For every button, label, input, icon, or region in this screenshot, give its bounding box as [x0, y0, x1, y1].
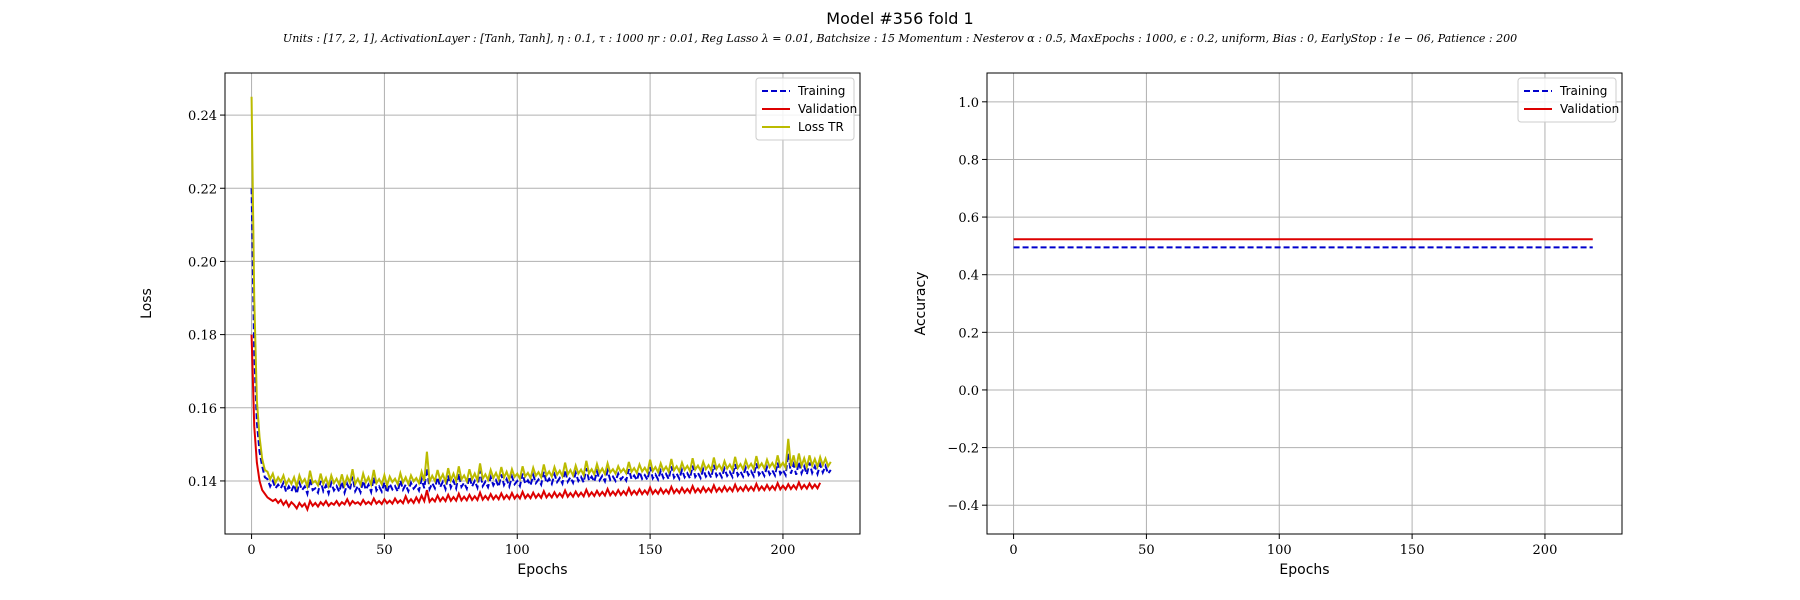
y-tick-label: 1.0: [958, 96, 979, 111]
y-tick-label: 0.22: [188, 182, 217, 197]
figure-subtitle: Units : [17, 2, 1], ActivationLayer : [T…: [283, 32, 1517, 45]
legend-label: Loss TR: [798, 120, 844, 134]
y-axis-label: Accuracy: [913, 272, 929, 336]
legend-label: Validation: [798, 102, 857, 116]
y-axis-label: Loss: [139, 288, 155, 319]
y-tick-label: 0.14: [188, 475, 217, 490]
y-tick-label: 0.0: [958, 384, 979, 399]
plot-frame: [224, 72, 861, 535]
legend-box: [755, 77, 855, 141]
x-tick-label: 100: [1267, 543, 1292, 558]
y-tick-label: 0.4: [958, 269, 979, 284]
y-tick-label: 0.24: [188, 109, 217, 124]
series-line-loss-tr: [250, 96, 832, 491]
x-tick-label: 0: [1009, 543, 1017, 558]
y-tick-label: 0.6: [958, 211, 979, 226]
x-tick-label: 200: [771, 543, 796, 558]
y-tick-label: 0.16: [188, 402, 217, 417]
y-tick-label: 0.18: [188, 329, 217, 344]
x-tick-label: 0: [247, 543, 255, 558]
series-line-training: [250, 188, 832, 498]
x-tick-label: 50: [376, 543, 393, 558]
loss-plot: 0 50 100 150 200 0.14 0.16 0.18 0.20 0.22 0.24 Epoc…: [139, 72, 861, 578]
x-tick-label: 100: [505, 543, 530, 558]
accuracy-plot: 0 50 100 150 200 −0.4 −0.2 0.0 0.2 0.4 0.6 0.8 1.0 Ep…: [913, 72, 1623, 578]
x-tick-label: 50: [1138, 543, 1155, 558]
legend-box: [1517, 77, 1617, 123]
legend-label: Training: [1559, 84, 1607, 98]
legend-label: Validation: [1560, 102, 1619, 116]
series-line-validation: [250, 334, 822, 513]
y-tick-label: 0.2: [958, 326, 979, 341]
x-tick-label: 150: [638, 543, 663, 558]
x-tick-label: 200: [1533, 543, 1558, 558]
plot-frame: [986, 72, 1623, 535]
x-tick-label: 150: [1400, 543, 1425, 558]
legend-label: Training: [797, 84, 845, 98]
x-axis-label: Epochs: [1279, 562, 1329, 578]
y-tick-label: −0.2: [947, 442, 979, 457]
y-tick-label: 0.8: [958, 153, 979, 168]
legend: Training Validation: [1517, 77, 1619, 123]
y-tick-label: −0.4: [947, 499, 979, 514]
figure-title: Model #356 fold 1: [826, 9, 973, 28]
y-tick-label: 0.20: [188, 255, 217, 270]
legend: Training Validation Loss TR: [755, 77, 857, 141]
x-axis-label: Epochs: [517, 562, 567, 578]
